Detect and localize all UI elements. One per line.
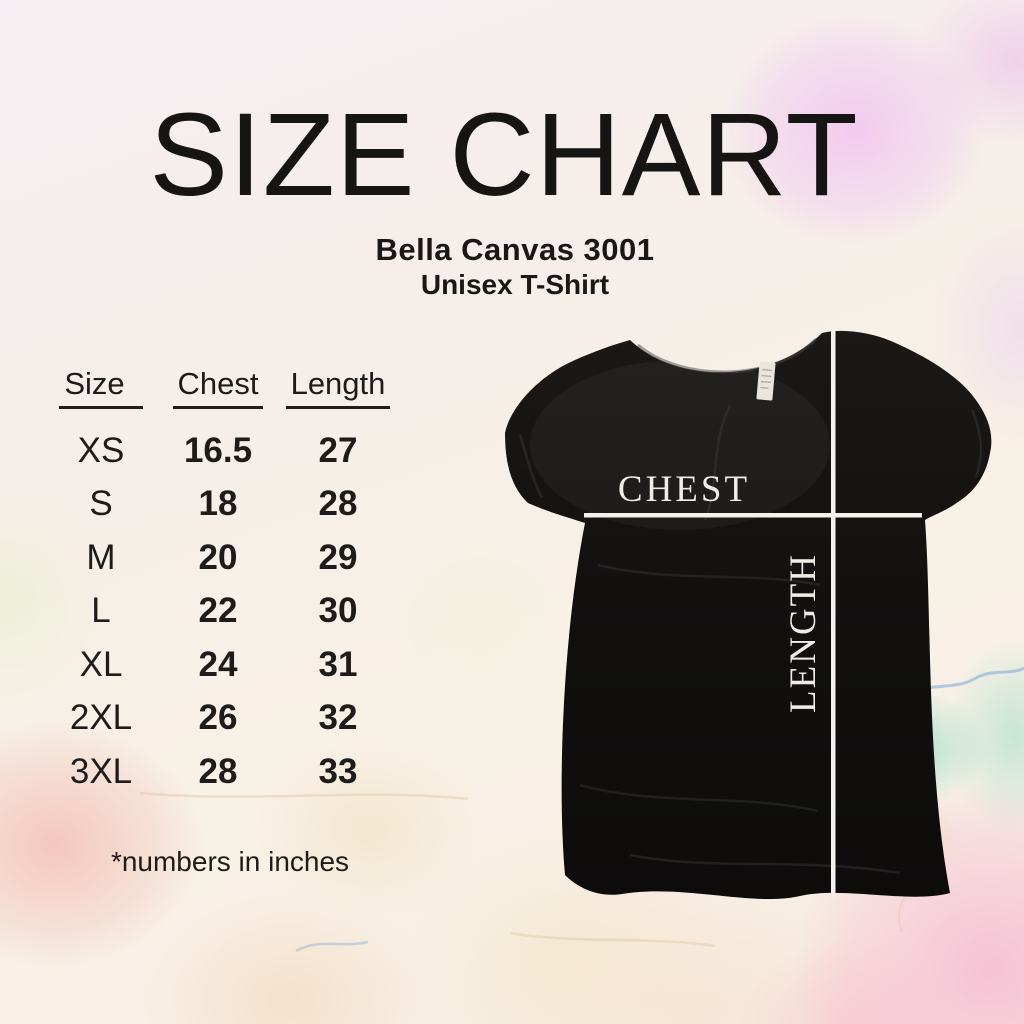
page-title: SIZE CHART xyxy=(149,89,859,221)
units-footnote: *numbers in inches xyxy=(110,846,350,877)
chest-cell: 16.5 xyxy=(183,430,253,470)
length-label: LENGTH xyxy=(783,553,824,713)
size-cell: 3XL xyxy=(69,751,133,791)
length-cell: 31 xyxy=(318,644,358,684)
size-cell: XS xyxy=(77,430,125,470)
size-cell: S xyxy=(89,484,113,524)
chest-measure-line xyxy=(584,513,922,518)
column-header-size: Size xyxy=(40,366,162,424)
length-cell: 29 xyxy=(318,537,358,577)
product-type: Unisex T-Shirt xyxy=(420,269,610,300)
fabric-highlight xyxy=(530,360,830,530)
tan-watercolor-edge xyxy=(509,931,716,948)
length-measure-line xyxy=(831,328,836,893)
length-cell: 28 xyxy=(318,484,358,524)
chest-cell: 18 xyxy=(198,484,238,524)
size-cell: L xyxy=(91,591,111,631)
chest-cell: 26 xyxy=(198,698,238,738)
tshirt-photo: CHEST LENGTH xyxy=(505,328,992,900)
size-table: Size Chest Length XS 16.5 27 S 18 28 M 2… xyxy=(40,366,402,799)
tshirt-wrinkles xyxy=(518,404,983,875)
column-header-chest: Chest xyxy=(162,366,274,424)
length-cell: 30 xyxy=(318,591,358,631)
chest-label: CHEST xyxy=(618,469,750,510)
length-cell: 33 xyxy=(318,751,358,791)
size-cell: 2XL xyxy=(69,698,133,738)
tan-watercolor-edge xyxy=(139,791,469,801)
product-name: Bella Canvas 3001 xyxy=(375,232,655,267)
chest-cell: 24 xyxy=(198,644,238,684)
size-cell: XL xyxy=(79,644,123,684)
length-cell: 27 xyxy=(318,430,358,470)
tshirt-body xyxy=(505,330,992,900)
column-header-length: Length xyxy=(274,366,402,424)
chest-cell: 28 xyxy=(198,751,238,791)
blue-watercolor-streak-small xyxy=(295,940,369,953)
size-cell: M xyxy=(86,537,116,577)
collar-seam xyxy=(637,337,818,374)
chest-cell: 22 xyxy=(198,591,238,631)
chest-cell: 20 xyxy=(198,537,238,577)
collar-tag xyxy=(756,361,776,401)
length-cell: 32 xyxy=(318,698,358,738)
